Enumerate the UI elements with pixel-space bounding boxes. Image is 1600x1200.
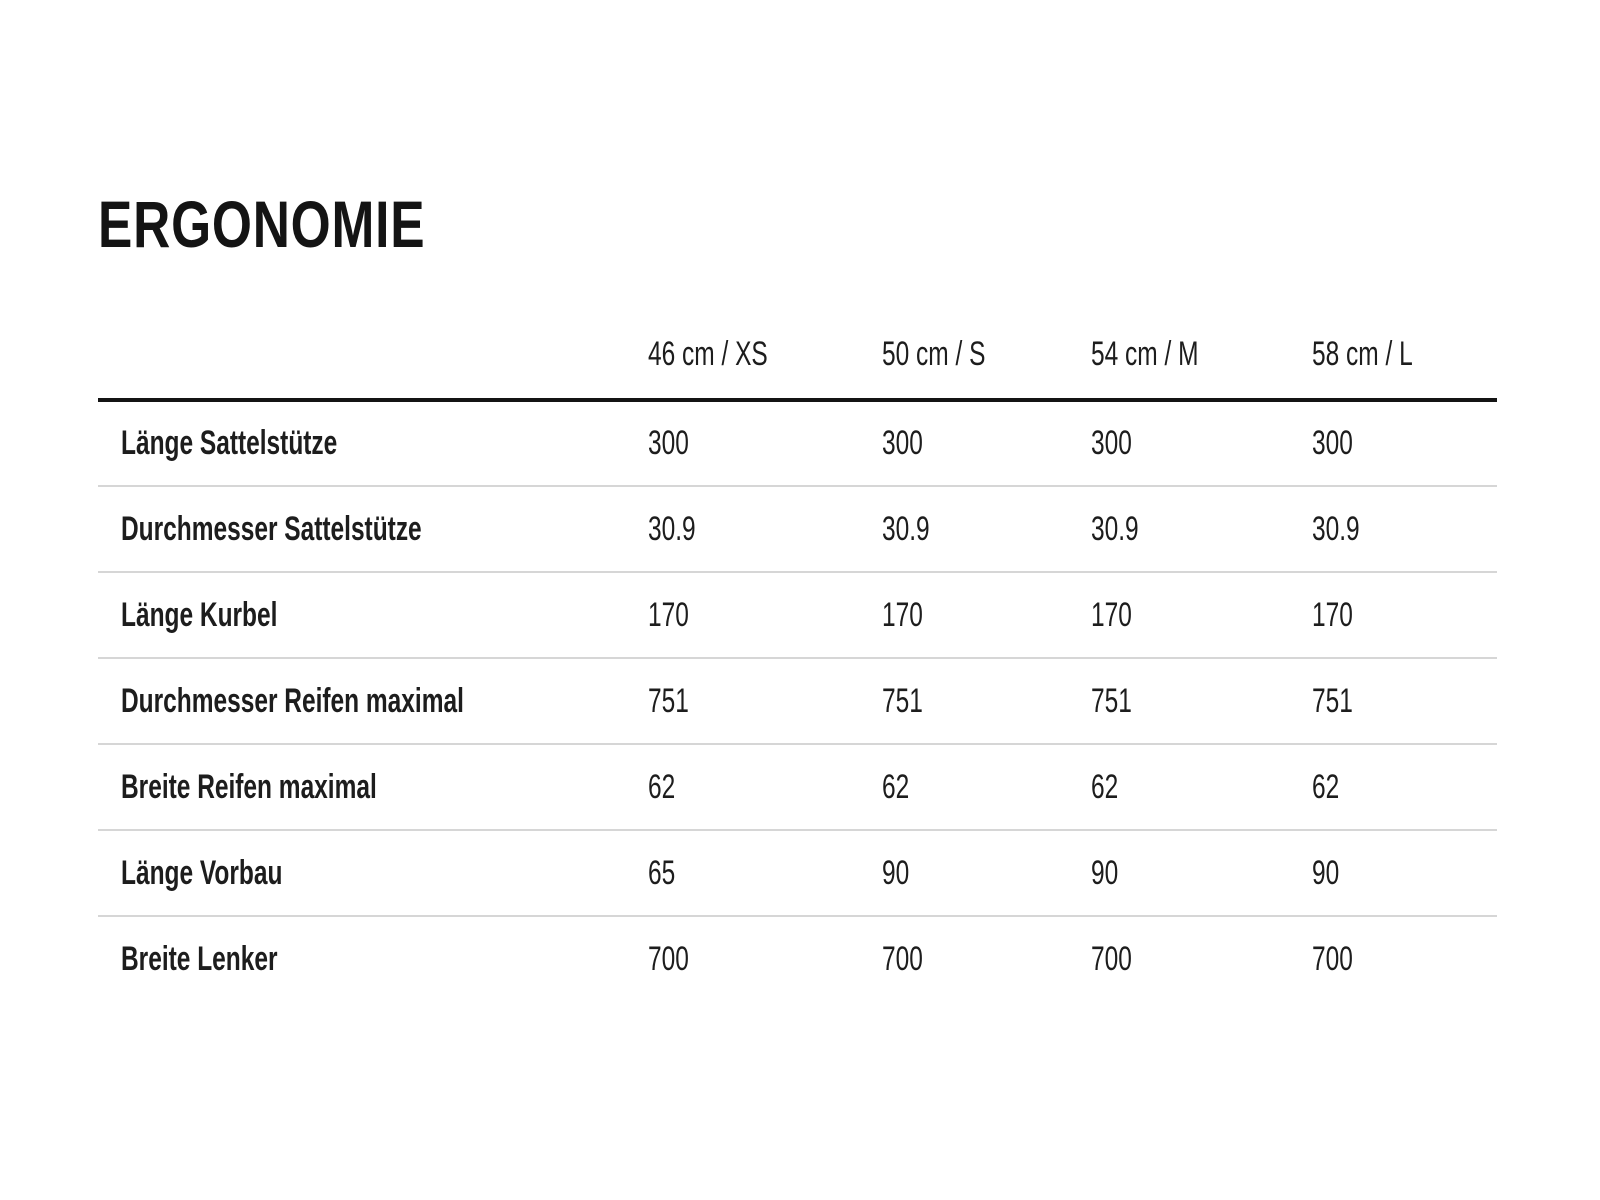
column-header-size-s: 50 cm / S [882,310,1091,402]
spec-value: 62 [882,743,1091,830]
spec-value: 90 [882,829,1091,916]
spec-value: 170 [1091,571,1312,658]
spec-value: 170 [648,571,882,658]
table-row: Länge Vorbau 65 90 90 90 [98,829,1497,916]
spec-value: 30.9 [1091,485,1312,572]
spec-value: 65 [648,829,882,916]
row-label: Breite Reifen maximal [98,743,648,830]
spec-table-header: 46 cm / XS 50 cm / S 54 cm / M 58 cm / L [98,310,1497,402]
table-row: Breite Lenker 700 700 700 700 [98,915,1497,1002]
spec-value: 300 [1091,424,1132,462]
spec-value: 300 [882,424,923,462]
row-label: Länge Kurbel [98,571,648,658]
row-label: Länge Sattelstütze [121,424,338,462]
table-row: Durchmesser Reifen maximal 751 751 751 7… [98,657,1497,744]
table-row: Breite Reifen maximal 62 62 62 62 [98,743,1497,830]
column-header-size-xs: 46 cm / XS [648,310,882,402]
spec-value: 751 [1091,657,1312,744]
spec-value: 751 [1312,657,1497,744]
spec-value: 62 [1091,743,1312,830]
page-title-text: ERGONOMIE [98,187,426,261]
table-row: Länge Kurbel 170 170 170 170 [98,571,1497,658]
corner-cell [98,310,648,402]
spec-value: 170 [882,571,1091,658]
spec-value: 300 [648,424,689,462]
column-header-size-m: 54 cm / M [1091,310,1312,402]
spec-value: 300 [1312,424,1353,462]
spec-value: 170 [1312,571,1497,658]
spec-value: 30.9 [882,485,1091,572]
row-label: Durchmesser Sattelstütze [98,485,648,572]
row-label: Länge Vorbau [98,829,648,916]
spec-value: 700 [1091,915,1312,1002]
spec-value: 30.9 [1312,485,1497,572]
spec-value: 700 [1312,915,1497,1002]
spec-table-body: Länge Sattelstütze 300 300 300 300 Durch… [98,400,1497,1002]
row-label: Breite Lenker [98,915,648,1002]
page-title: ERGONOMIE [98,191,518,257]
spec-value: 751 [882,657,1091,744]
spec-value: 90 [1091,829,1312,916]
spec-value: 30.9 [648,485,882,572]
spec-value: 90 [1312,829,1497,916]
table-row: Durchmesser Sattelstütze 30.9 30.9 30.9 … [98,485,1497,572]
ergonomics-spec-table: 46 cm / XS 50 cm / S 54 cm / M 58 cm / L… [98,310,1497,1002]
header-row: 46 cm / XS 50 cm / S 54 cm / M 58 cm / L [98,310,1497,402]
row-label: Durchmesser Reifen maximal [98,657,648,744]
spec-value: 62 [648,743,882,830]
spec-value: 751 [648,657,882,744]
table-row: Länge Sattelstütze 300 300 300 300 [98,400,1497,486]
spec-value: 62 [1312,743,1497,830]
column-header-size-l: 58 cm / L [1312,310,1497,402]
spec-value: 700 [882,915,1091,1002]
spec-value: 700 [648,915,882,1002]
